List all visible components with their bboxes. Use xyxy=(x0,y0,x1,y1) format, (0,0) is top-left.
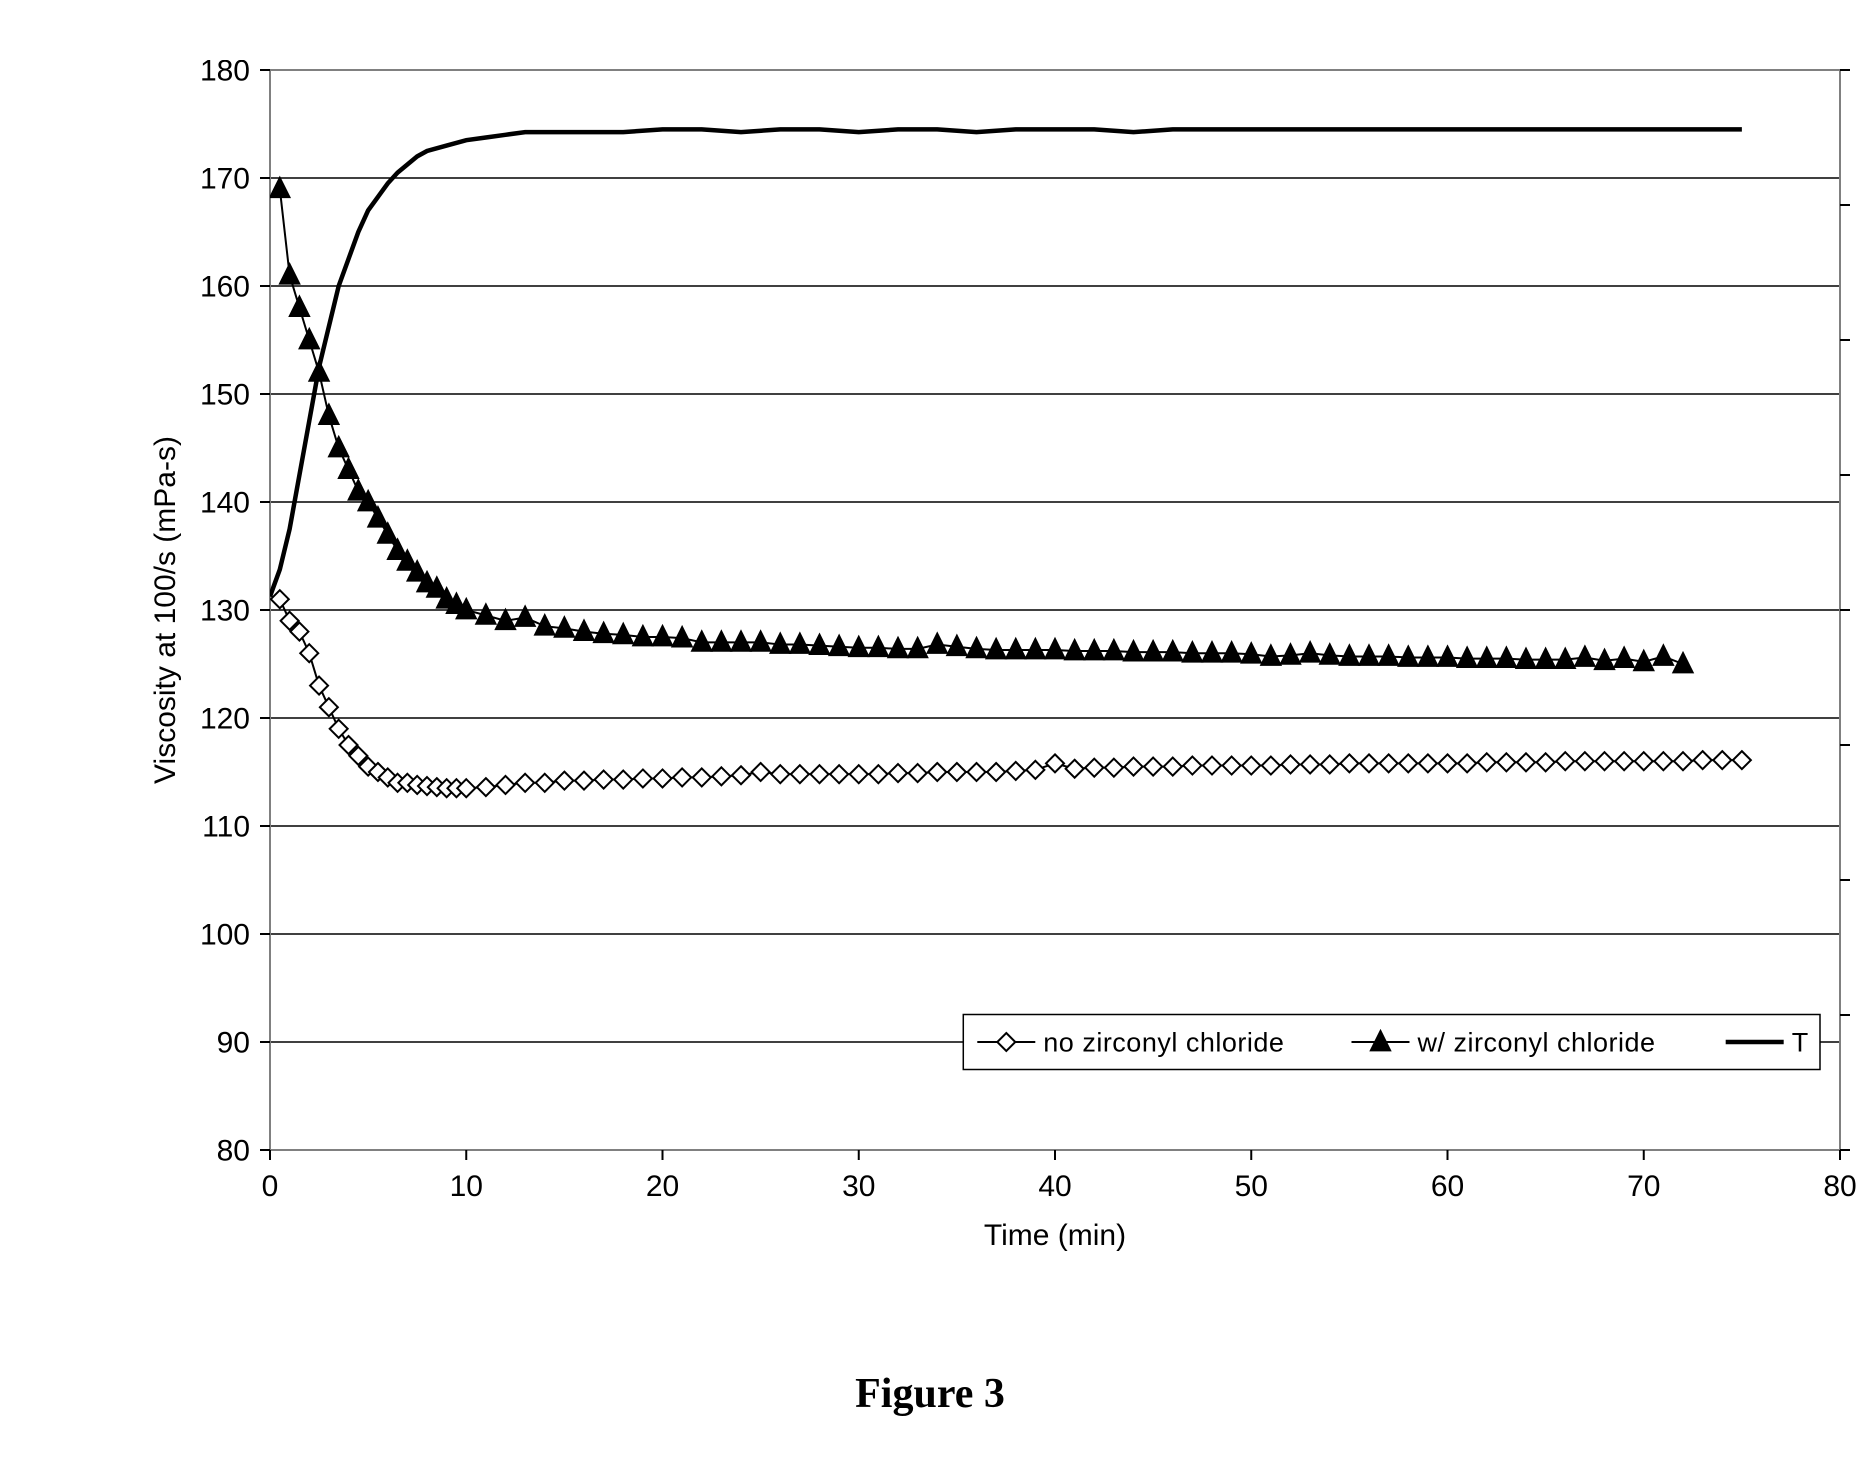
chart-svg: 0 10 20 30 40 50 60 70 80 80 90 100 110 120 130 140 150 1… xyxy=(140,60,1860,1280)
svg-text:80: 80 xyxy=(217,1135,250,1168)
svg-text:120: 120 xyxy=(200,703,250,736)
svg-text:110: 110 xyxy=(202,811,250,844)
svg-text:130: 130 xyxy=(200,595,250,628)
page: 0 10 20 30 40 50 60 70 80 80 90 100 110 120 130 140 150 1… xyxy=(0,0,1860,1468)
svg-text:T: T xyxy=(1792,1027,1809,1057)
svg-text:50: 50 xyxy=(1235,1170,1268,1203)
svg-text:80: 80 xyxy=(1823,1170,1856,1203)
svg-text:90: 90 xyxy=(217,1027,250,1060)
svg-text:no zirconyl chloride: no zirconyl chloride xyxy=(1043,1027,1284,1057)
svg-text:Time (min): Time (min) xyxy=(984,1219,1126,1252)
svg-text:170: 170 xyxy=(200,163,250,196)
svg-text:30: 30 xyxy=(842,1170,875,1203)
svg-text:w/ zirconyl chloride: w/ zirconyl chloride xyxy=(1416,1027,1655,1057)
svg-text:40: 40 xyxy=(1038,1170,1071,1203)
svg-text:140: 140 xyxy=(200,487,250,520)
svg-text:70: 70 xyxy=(1627,1170,1660,1203)
figure-caption: Figure 3 xyxy=(0,1370,1860,1418)
svg-text:60: 60 xyxy=(1431,1170,1464,1203)
svg-text:180: 180 xyxy=(200,60,250,88)
svg-text:Viscosity at 100/s (mPa-s): Viscosity at 100/s (mPa-s) xyxy=(149,436,182,784)
svg-text:20: 20 xyxy=(646,1170,679,1203)
svg-text:150: 150 xyxy=(200,379,250,412)
svg-text:0: 0 xyxy=(262,1170,279,1203)
svg-text:100: 100 xyxy=(200,919,250,952)
chart: 0 10 20 30 40 50 60 70 80 80 90 100 110 120 130 140 150 1… xyxy=(140,60,1860,1285)
svg-text:160: 160 xyxy=(200,271,250,304)
svg-text:10: 10 xyxy=(450,1170,483,1203)
